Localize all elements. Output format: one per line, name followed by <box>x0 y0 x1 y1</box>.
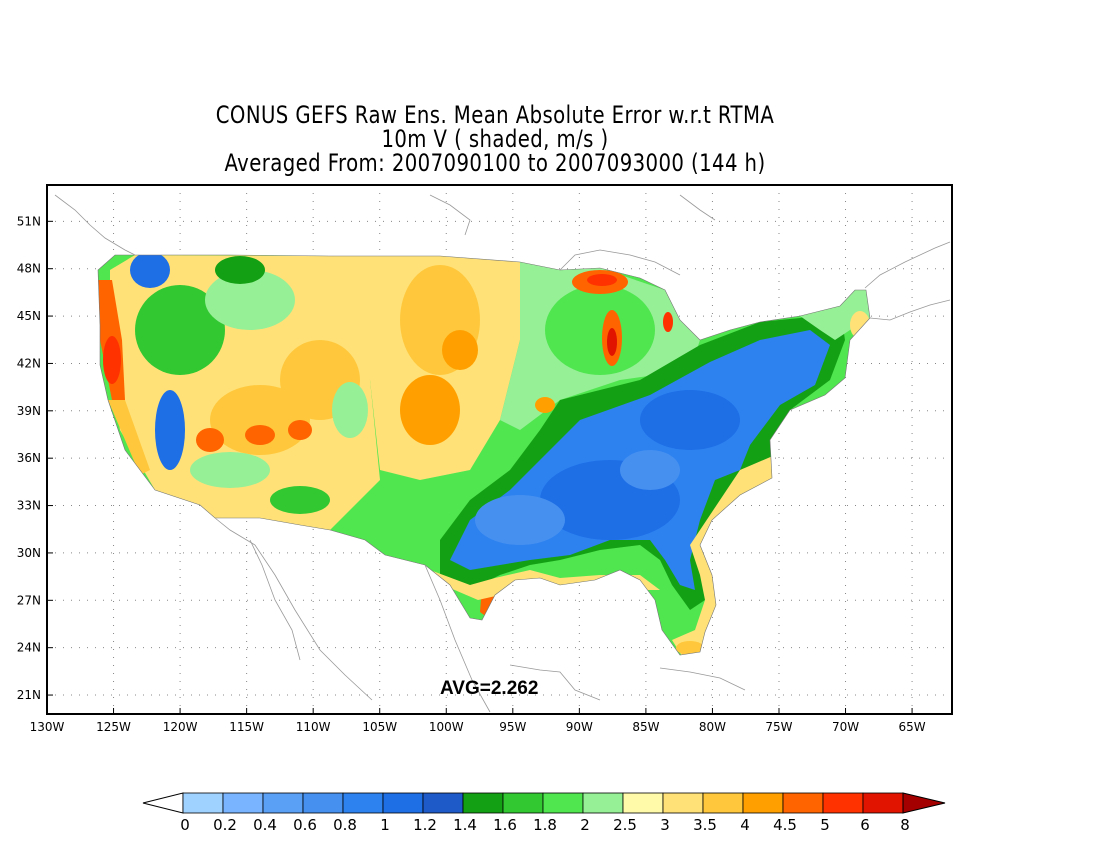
latitude-axis: 51N 48N 45N 42N 39N 36N 33N 30N 27N 24N 21N <box>17 214 53 702</box>
title-line-3: Averaged From: 2007090100 to 2007093000 … <box>224 149 766 177</box>
lat-label: 45N <box>17 309 41 323</box>
lat-label: 39N <box>17 404 41 418</box>
colorbar-swatch <box>622 792 664 814</box>
colorbar-swatch <box>502 792 544 814</box>
colorbar-swatch <box>182 792 224 814</box>
colorbar-label: 4.5 <box>773 816 797 834</box>
lat-label: 21N <box>17 688 41 702</box>
colorbar-label: 1.8 <box>533 816 557 834</box>
colorbar-swatch <box>222 792 264 814</box>
lat-label: 33N <box>17 499 41 513</box>
colorbar-label: 6 <box>860 816 870 834</box>
colorbar-label: 8 <box>900 816 910 834</box>
lon-label: 80W <box>699 720 726 734</box>
colorbar-swatch <box>342 792 384 814</box>
colorbar-label: 3 <box>660 816 670 834</box>
colorbar-label: 0.2 <box>213 816 237 834</box>
colorbar-label: 1.4 <box>453 816 477 834</box>
coastlines <box>54 194 951 713</box>
lat-label: 42N <box>17 356 41 370</box>
lon-label: 65W <box>899 720 926 734</box>
lat-label: 30N <box>17 546 41 560</box>
colorbar-label: 1.6 <box>493 816 517 834</box>
lon-label: 130W <box>30 720 65 734</box>
colorbar-swatch <box>302 792 344 814</box>
lat-label: 48N <box>17 262 41 276</box>
lon-label: 110W <box>296 720 331 734</box>
colorbar-label: 4 <box>740 816 750 834</box>
title-line-2: 10m V ( shaded, m/s ) <box>381 125 609 153</box>
colorbar-swatch <box>662 792 704 814</box>
colorbar-swatch <box>822 792 864 814</box>
lon-label: 90W <box>566 720 593 734</box>
lat-label: 24N <box>17 641 41 655</box>
colorbar-swatch <box>702 792 744 814</box>
lat-label: 27N <box>17 593 41 607</box>
colorbar-swatch <box>862 792 904 814</box>
title-line-1: CONUS GEFS Raw Ens. Mean Absolute Error … <box>215 101 775 129</box>
colorbar-label: 2.5 <box>613 816 637 834</box>
colorbar-swatch <box>462 792 504 814</box>
colorbar-label: 0.8 <box>333 816 357 834</box>
colorbar-swatch <box>382 792 424 814</box>
colorbar-label: 3.5 <box>693 816 717 834</box>
longitude-axis: 130W 125W 120W 115W 110W 105W 100W 95W 90W 85W 80W… <box>30 708 926 734</box>
lon-label: 75W <box>765 720 792 734</box>
map-frame <box>46 184 953 715</box>
colorbar-under-arrow <box>142 792 184 814</box>
colorbar-label: 0.4 <box>253 816 277 834</box>
lon-label: 100W <box>429 720 464 734</box>
lon-label: 70W <box>832 720 859 734</box>
lon-label: 105W <box>362 720 397 734</box>
lon-label: 120W <box>163 720 198 734</box>
colorbar-swatch <box>262 792 304 814</box>
avg-label: AVG=2.262 <box>440 678 538 699</box>
colorbar-over-arrow <box>902 792 946 814</box>
colorbar-label: 2 <box>580 816 590 834</box>
colorbar-label: 1 <box>380 816 390 834</box>
colorbar-label: 0.6 <box>293 816 317 834</box>
colorbar-swatch <box>422 792 464 814</box>
colorbar-swatch <box>782 792 824 814</box>
colorbar: 0 0.2 0.4 0.6 0.8 1 1.2 1.4 1.6 1.8 2 2.5 3 3.5 4 4.5 5 6… <box>142 792 946 834</box>
colorbar-label: 0 <box>180 816 190 834</box>
lat-label: 36N <box>17 451 41 465</box>
lon-label: 125W <box>96 720 131 734</box>
colorbar-swatch <box>542 792 584 814</box>
colorbar-swatch <box>742 792 784 814</box>
colorbar-label: 5 <box>820 816 830 834</box>
colorbar-label: 1.2 <box>413 816 437 834</box>
lon-label: 115W <box>229 720 264 734</box>
lat-label: 51N <box>17 214 41 228</box>
lon-label: 85W <box>632 720 659 734</box>
lon-label: 95W <box>499 720 526 734</box>
colorbar-swatch <box>582 792 624 814</box>
